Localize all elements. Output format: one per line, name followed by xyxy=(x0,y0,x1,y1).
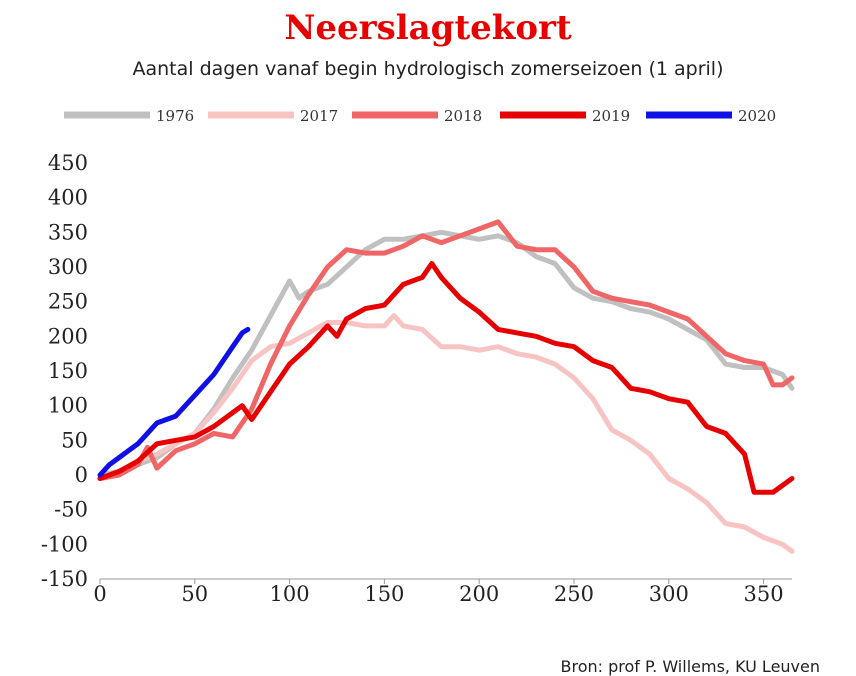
legend-label-2017: 2017 xyxy=(300,107,338,125)
y-axis: 450 400 350 300 250 200 150 100 50 0 -50 -100 -150 xyxy=(41,151,88,591)
y-tick-label: 150 xyxy=(48,359,88,383)
y-tick-label: 300 xyxy=(48,255,88,279)
y-tick-label: -100 xyxy=(41,532,88,556)
x-axis: 0 50 100 150 200 250 300 350 xyxy=(93,578,792,606)
legend-label-1976: 1976 xyxy=(156,107,194,125)
y-tick-label: 50 xyxy=(61,428,88,452)
x-tick-label: 0 xyxy=(93,582,106,606)
y-tick-label: -50 xyxy=(54,498,88,522)
series-line-2019 xyxy=(97,261,795,495)
legend-label-2019: 2019 xyxy=(592,107,630,125)
x-tick-label: 200 xyxy=(459,582,499,606)
legend-label-2020: 2020 xyxy=(738,107,776,125)
series-line-1976 xyxy=(97,229,795,478)
series-lines xyxy=(97,219,795,554)
y-tick-label: 0 xyxy=(75,463,88,487)
y-tick-label: 250 xyxy=(48,290,88,314)
series-line-2020 xyxy=(97,326,251,478)
y-tick-label: -150 xyxy=(41,567,88,591)
series-line-2018 xyxy=(97,219,795,481)
y-tick-label: 400 xyxy=(48,186,88,210)
chart-subtitle: Aantal dagen vanaf begin hydrologisch zo… xyxy=(132,58,724,80)
y-tick-label: 100 xyxy=(48,394,88,418)
x-tick-label: 250 xyxy=(554,582,594,606)
x-tick-label: 350 xyxy=(744,582,784,606)
y-tick-label: 200 xyxy=(48,324,88,348)
legend: 1976 2017 2018 2019 2020 xyxy=(64,107,776,125)
x-tick-label: 300 xyxy=(649,582,689,606)
source-note: Bron: prof P. Willems, KU Leuven xyxy=(560,657,821,676)
x-tick-label: 50 xyxy=(181,582,208,606)
chart-title: Neerslagtekort xyxy=(284,8,572,48)
legend-label-2018: 2018 xyxy=(444,107,482,125)
x-tick-label: 100 xyxy=(270,582,310,606)
y-tick-label: 350 xyxy=(48,220,88,244)
series-line-2017 xyxy=(97,313,795,554)
y-tick-label: 450 xyxy=(48,151,88,175)
x-tick-label: 150 xyxy=(364,582,404,606)
